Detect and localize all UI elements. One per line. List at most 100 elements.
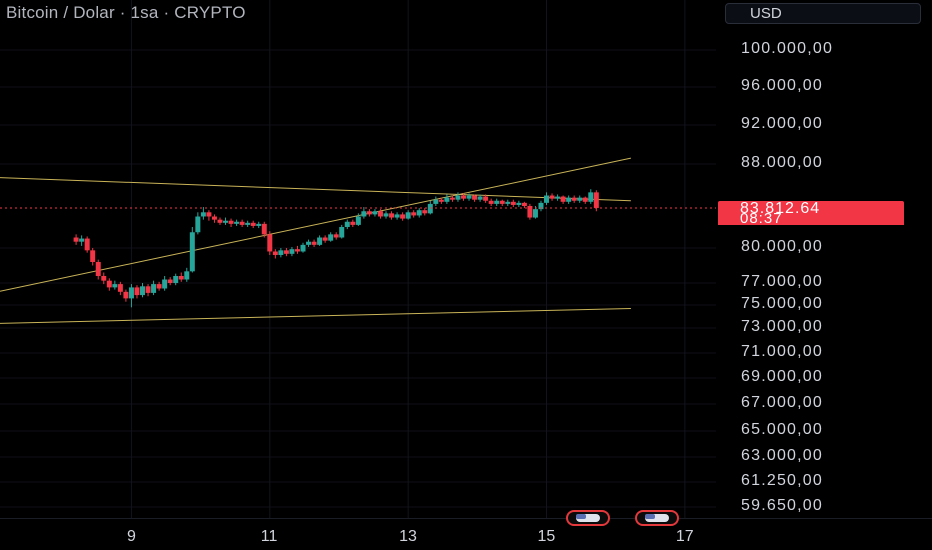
candle-body bbox=[400, 214, 406, 219]
candle-body bbox=[521, 202, 527, 206]
candle-body bbox=[156, 284, 162, 289]
candle-body bbox=[455, 195, 461, 200]
candle-body bbox=[283, 250, 289, 254]
candlestick-series bbox=[73, 189, 599, 308]
candle-body bbox=[372, 211, 378, 215]
candle-body bbox=[234, 221, 240, 224]
candle-body bbox=[145, 286, 151, 293]
candle-body bbox=[516, 202, 522, 205]
candle-body bbox=[123, 291, 129, 299]
candle-body bbox=[128, 287, 134, 299]
candle-body bbox=[300, 244, 306, 252]
us-flag-icon[interactable] bbox=[635, 510, 680, 526]
candle-body bbox=[593, 192, 599, 208]
candle-body bbox=[173, 276, 179, 283]
candle-body bbox=[101, 276, 107, 281]
candle-body bbox=[261, 223, 267, 235]
price-tick-label: 65.000,00 bbox=[741, 421, 823, 438]
candle-body bbox=[223, 220, 229, 223]
currency-selector[interactable]: USD bbox=[725, 3, 921, 24]
candle-body bbox=[350, 221, 356, 225]
candle-body bbox=[577, 197, 583, 201]
candle-body bbox=[588, 192, 594, 202]
candle-body bbox=[571, 197, 577, 201]
candle-body bbox=[322, 237, 328, 241]
candle-body bbox=[250, 222, 256, 226]
candle-body bbox=[90, 250, 96, 262]
candle-body bbox=[460, 195, 466, 199]
chart-grid bbox=[0, 0, 932, 519]
candle-body bbox=[117, 284, 123, 292]
candle-body bbox=[206, 212, 212, 217]
candle-body bbox=[267, 234, 273, 252]
time-tick-label: 13 bbox=[399, 528, 417, 545]
candle-body bbox=[422, 210, 428, 214]
candle-body bbox=[438, 199, 444, 202]
time-tick-label: 15 bbox=[537, 528, 556, 545]
price-tick-label: 77.000,00 bbox=[741, 273, 823, 290]
candle-body bbox=[151, 284, 157, 293]
us-flag-icon[interactable] bbox=[566, 510, 611, 526]
price-tick-label: 61.250,00 bbox=[741, 472, 823, 489]
trendline-upper-resistance bbox=[0, 177, 631, 202]
candle-body bbox=[134, 287, 140, 296]
price-tick-label: 69.000,00 bbox=[741, 368, 823, 385]
candle-body bbox=[106, 280, 112, 288]
candle-body bbox=[549, 195, 555, 199]
time-tick-label: 11 bbox=[260, 528, 278, 545]
price-tick-label: 88.000,00 bbox=[741, 154, 823, 171]
candle-body bbox=[306, 241, 312, 245]
candle-body bbox=[544, 195, 550, 203]
candle-body bbox=[555, 196, 561, 199]
price-tick-label: 71.000,00 bbox=[741, 343, 823, 360]
candle-body bbox=[449, 197, 455, 200]
price-tick-label: 92.000,00 bbox=[741, 115, 823, 132]
candle-body bbox=[510, 201, 516, 205]
candle-body bbox=[344, 221, 350, 227]
time-tick-label: 17 bbox=[675, 528, 694, 545]
candle-body bbox=[112, 284, 118, 288]
candle-body bbox=[184, 271, 190, 280]
candle-body bbox=[433, 199, 439, 204]
candle-body bbox=[355, 216, 361, 225]
trendline-rising-support bbox=[0, 157, 632, 292]
trendlines bbox=[0, 157, 632, 324]
candle-body bbox=[505, 201, 511, 204]
candle-body bbox=[317, 237, 323, 245]
candle-body bbox=[256, 223, 262, 226]
candle-body bbox=[245, 222, 251, 225]
candle-body bbox=[494, 200, 500, 204]
price-tick-label: 63.000,00 bbox=[741, 447, 823, 464]
candle-body bbox=[289, 249, 295, 254]
candle-body bbox=[140, 286, 146, 296]
price-tick-label: 59.650,00 bbox=[741, 497, 823, 514]
candle-body bbox=[73, 237, 79, 242]
candle-body bbox=[394, 214, 400, 218]
trendline-lower-support bbox=[0, 307, 631, 324]
candle-body bbox=[499, 200, 505, 204]
candle-body bbox=[472, 195, 478, 200]
candle-body bbox=[339, 227, 345, 238]
candle-body bbox=[328, 234, 334, 241]
candle-body bbox=[272, 251, 278, 255]
time-tick-label: 9 bbox=[126, 528, 136, 545]
candle-body bbox=[416, 210, 422, 216]
price-tick-label: 100.000,00 bbox=[741, 40, 834, 57]
current-price-value: 83.812,64 bbox=[740, 200, 821, 217]
candle-body bbox=[211, 216, 217, 220]
candle-body bbox=[427, 203, 433, 214]
candle-body bbox=[217, 219, 223, 223]
candle-body bbox=[311, 241, 317, 245]
candle-body bbox=[488, 200, 494, 204]
candle-body bbox=[383, 213, 389, 217]
candle-body bbox=[278, 250, 284, 255]
candle-body bbox=[239, 221, 245, 225]
candle-body bbox=[566, 197, 572, 202]
candle-body bbox=[189, 232, 195, 272]
candle-body bbox=[294, 249, 300, 252]
candle-body bbox=[560, 196, 566, 202]
candle-body bbox=[366, 211, 372, 215]
candle-body bbox=[167, 279, 173, 283]
candle-body bbox=[477, 196, 483, 200]
